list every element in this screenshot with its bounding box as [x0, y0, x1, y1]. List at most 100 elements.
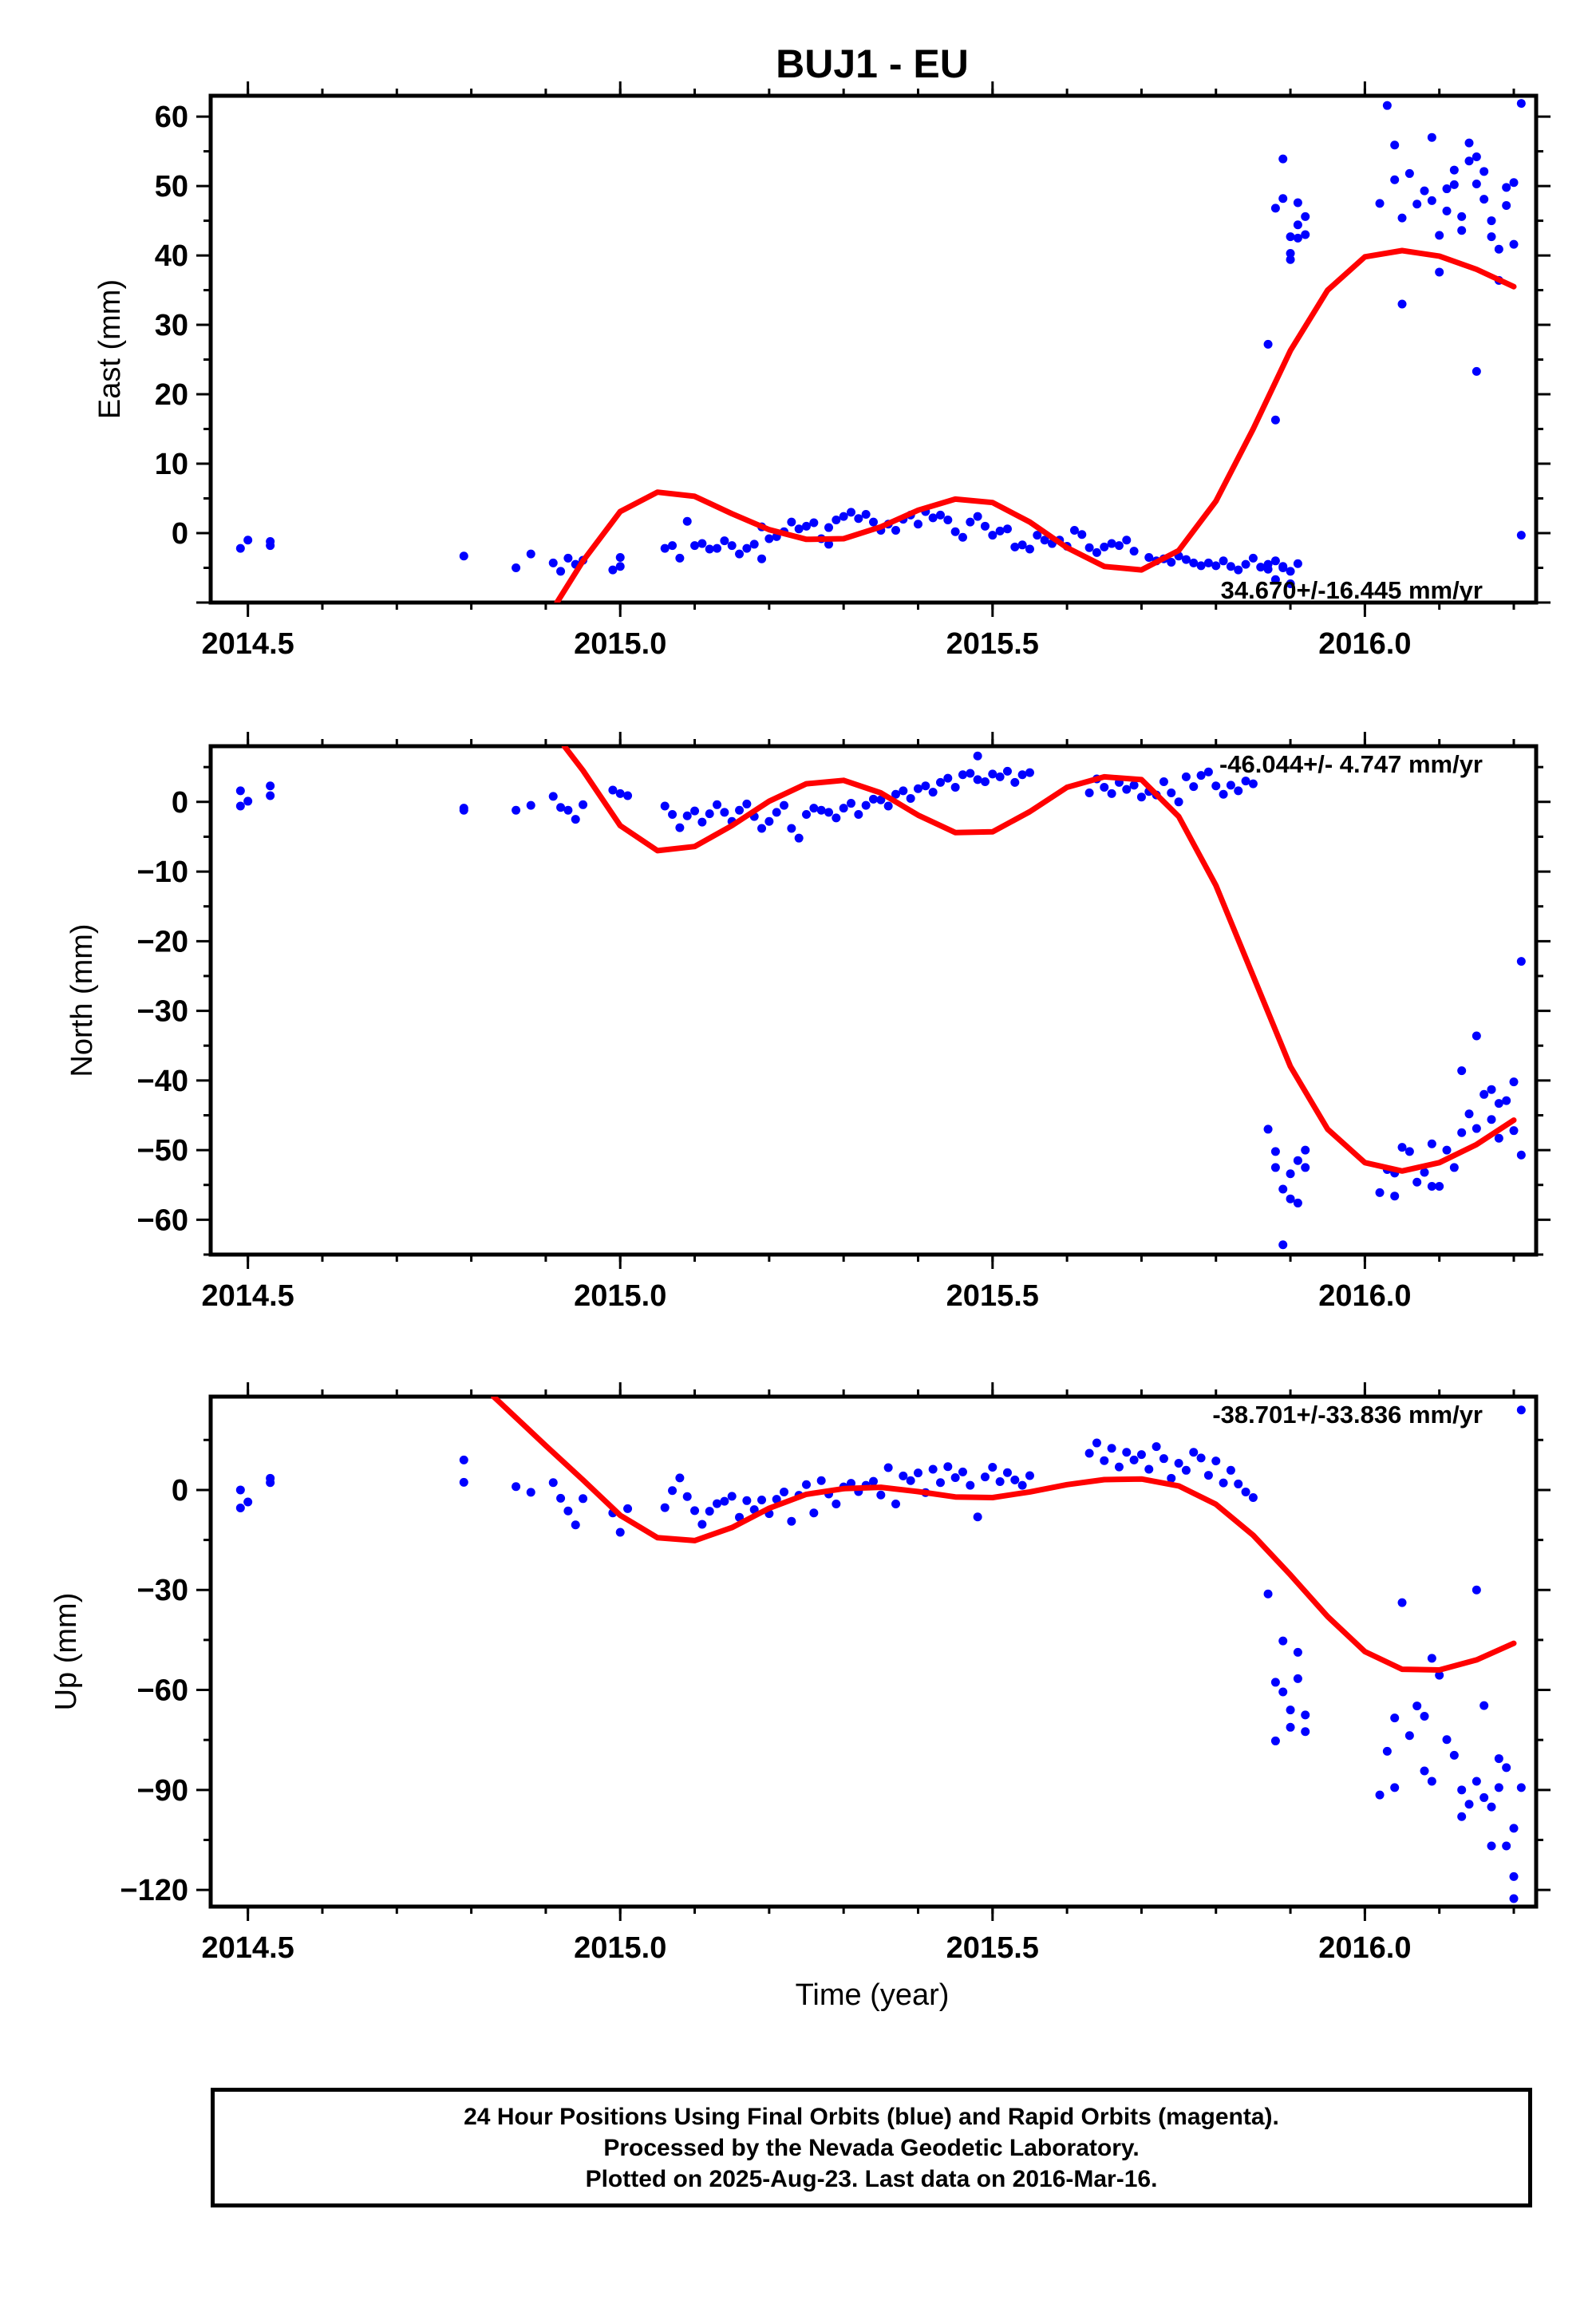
data-point	[1301, 1163, 1310, 1172]
data-point	[1301, 230, 1310, 239]
data-point	[742, 799, 752, 808]
data-point	[928, 788, 938, 797]
data-point	[1464, 1109, 1474, 1119]
data-point	[809, 1508, 819, 1518]
data-point	[1278, 154, 1288, 164]
data-point	[675, 1473, 685, 1483]
data-point	[1502, 1841, 1511, 1851]
data-point	[1449, 1163, 1459, 1172]
data-point	[1293, 1198, 1302, 1207]
data-point	[1442, 206, 1452, 215]
data-point	[1234, 786, 1243, 796]
data-point	[735, 549, 745, 559]
data-point	[1472, 366, 1481, 376]
data-point	[266, 1473, 275, 1483]
data-point	[1301, 1145, 1310, 1155]
y-axis-label-east: East (mm)	[93, 279, 127, 419]
data-point	[1181, 772, 1191, 781]
data-point	[958, 770, 967, 780]
x-tick-label: 2014.5	[202, 1931, 294, 1965]
data-point	[1516, 1405, 1526, 1415]
data-point	[1144, 552, 1154, 562]
data-point	[802, 521, 812, 531]
x-tick-label: 2016.0	[1318, 1279, 1411, 1313]
x-tick-label: 2016.0	[1318, 627, 1411, 661]
data-point	[1412, 1701, 1422, 1711]
data-point	[1286, 1705, 1295, 1715]
data-point	[579, 1494, 588, 1504]
data-point	[780, 1487, 789, 1496]
data-point	[921, 781, 930, 791]
data-point	[1390, 1783, 1400, 1792]
data-point	[459, 804, 468, 813]
data-point	[690, 1506, 700, 1516]
data-point	[764, 816, 774, 826]
data-point	[1397, 213, 1407, 223]
data-point	[697, 1520, 707, 1529]
data-point	[660, 801, 670, 811]
data-point	[608, 565, 618, 575]
data-point	[697, 539, 707, 548]
data-point	[1017, 1480, 1027, 1490]
rate-annotation: -46.044+/- 4.747 mm/yr	[1219, 750, 1483, 778]
data-point	[705, 809, 714, 819]
data-point	[720, 808, 729, 817]
data-point	[1025, 1471, 1034, 1480]
data-point	[1286, 255, 1295, 264]
data-point	[1129, 781, 1139, 790]
data-point	[615, 562, 625, 571]
data-point	[1375, 199, 1385, 208]
data-point	[1100, 782, 1109, 792]
data-point	[1278, 1240, 1288, 1250]
x-tick-label: 2015.0	[574, 627, 666, 661]
data-point	[563, 1506, 573, 1516]
data-point	[1516, 99, 1526, 109]
data-point	[235, 786, 245, 796]
data-point	[1404, 1731, 1414, 1741]
y-tick-label: 50	[155, 170, 188, 204]
footer-box: 24 Hour Positions Using Final Orbits (bl…	[211, 2088, 1532, 2207]
data-point	[1375, 1790, 1385, 1800]
data-point	[1435, 1670, 1444, 1680]
data-point	[571, 815, 580, 824]
data-point	[891, 1499, 900, 1508]
data-point	[891, 789, 900, 799]
data-point	[780, 800, 789, 810]
data-point	[1159, 777, 1168, 787]
x-tick-label: 2015.0	[574, 1279, 666, 1313]
data-point	[235, 1485, 245, 1495]
data-point	[1397, 1598, 1407, 1607]
data-point	[1211, 781, 1221, 791]
data-point	[705, 1507, 714, 1516]
data-point	[1390, 140, 1400, 150]
data-point	[1509, 1824, 1519, 1833]
data-point	[772, 808, 781, 817]
data-point	[459, 1455, 468, 1464]
data-point	[243, 1497, 253, 1507]
data-point	[1241, 559, 1250, 569]
chart-title: BUJ1 - EU	[776, 41, 969, 86]
data-point	[1167, 788, 1176, 797]
data-point	[713, 543, 722, 553]
data-point	[1397, 299, 1407, 309]
panel-up: 2014.5 2015.0 2015.5 2016.0 0 −30 −60 −90 −120 Up…	[49, 1382, 1551, 1965]
data-point	[1189, 782, 1199, 792]
data-point	[1270, 575, 1280, 584]
data-point	[1234, 1479, 1243, 1488]
data-point	[1301, 1710, 1310, 1720]
data-point	[891, 526, 900, 536]
data-point	[1427, 1139, 1436, 1148]
data-point	[1457, 226, 1467, 235]
data-point	[1286, 232, 1295, 242]
data-point	[1293, 233, 1302, 243]
data-point	[869, 517, 878, 527]
data-point	[869, 794, 878, 804]
data-point	[787, 517, 796, 527]
data-point	[690, 806, 700, 816]
data-point	[883, 801, 893, 811]
data-point	[847, 508, 856, 517]
fit-curve	[561, 746, 1517, 1174]
data-point	[1516, 957, 1526, 966]
data-point	[1427, 1654, 1436, 1663]
